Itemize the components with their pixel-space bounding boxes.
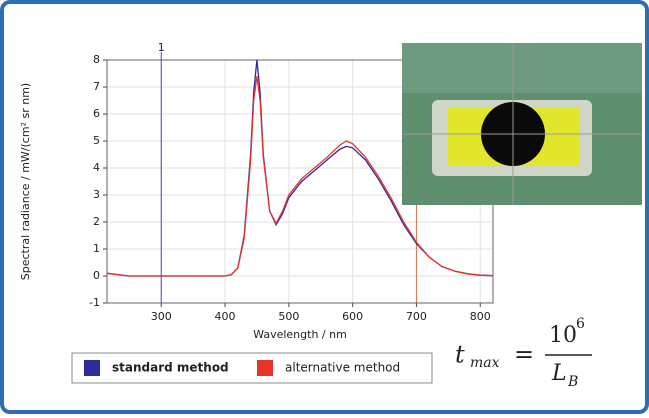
x-tick-label: 300 bbox=[151, 310, 172, 323]
marker-label: 1 bbox=[158, 41, 165, 54]
formula-lhs-sub: max bbox=[470, 355, 500, 371]
y-tick-label: 3 bbox=[93, 188, 100, 201]
y-tick-label: 6 bbox=[93, 107, 100, 120]
y-tick-label: 4 bbox=[93, 161, 100, 174]
legend-label: alternative method bbox=[285, 361, 400, 375]
formula-lhs: t bbox=[455, 341, 465, 369]
x-tick-label: 800 bbox=[470, 310, 491, 323]
formula-den: L bbox=[551, 361, 567, 386]
photo bbox=[402, 43, 642, 205]
formula-exp: 6 bbox=[576, 316, 585, 332]
y-tick-label: 2 bbox=[93, 215, 100, 228]
y-tick-label: 7 bbox=[93, 80, 100, 93]
y-tick-label: -1 bbox=[89, 296, 100, 309]
legend: standard method alternative method bbox=[71, 352, 433, 384]
legend-box bbox=[71, 352, 433, 384]
formula-den-sub: B bbox=[567, 374, 578, 390]
y-tick-label: 1 bbox=[93, 242, 100, 255]
y-tick-label: 8 bbox=[93, 53, 100, 66]
x-tick-label: 500 bbox=[278, 310, 299, 323]
plot: -1 0 1 2 3 4 5 6 7 8 300 400 500 600 700 800 Wavelength … bbox=[19, 41, 494, 341]
series-line bbox=[106, 76, 494, 277]
y-tick-label: 0 bbox=[93, 269, 100, 282]
photo-top bbox=[402, 43, 642, 93]
formula-num: 10 bbox=[549, 323, 577, 348]
y-tick-label: 5 bbox=[93, 134, 100, 147]
formula: t max = 10 6 L B bbox=[455, 316, 592, 390]
x-tick-label: 600 bbox=[342, 310, 363, 323]
x-tick-label: 700 bbox=[406, 310, 427, 323]
legend-swatch bbox=[84, 360, 100, 376]
legend-swatch bbox=[257, 360, 273, 376]
x-axis-label: Wavelength / nm bbox=[253, 328, 347, 341]
x-tick-label: 400 bbox=[215, 310, 236, 323]
legend-label: standard method bbox=[112, 361, 229, 375]
formula-eq: = bbox=[514, 341, 534, 369]
y-axis-label: Spectral radiance / mW/(cm² sr nm) bbox=[19, 83, 32, 280]
